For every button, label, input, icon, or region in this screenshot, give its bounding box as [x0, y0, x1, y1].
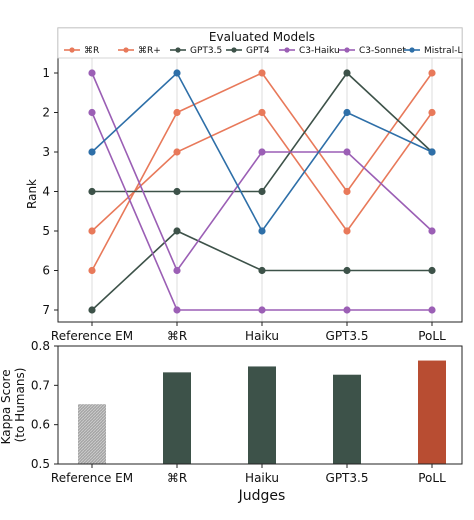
legend-box	[57, 27, 463, 59]
legend-swatch-marker	[231, 47, 237, 53]
rank-chart: 1 2 3 4 5 6 7 Reference EM ⌘R Haiku GPT3.5 PoLL Ra…	[25, 27, 463, 343]
series-point	[88, 187, 96, 196]
legend-entry-label: ⌘R	[84, 46, 99, 56]
rank-y-tick-label: 3	[42, 145, 50, 159]
series-point	[258, 306, 266, 314]
series-point	[343, 227, 351, 235]
rank-y-tick-label: 6	[42, 264, 50, 278]
legend-swatch-marker	[123, 47, 129, 53]
kappa-y-tick-label: 0.5	[31, 457, 50, 471]
kappa-x-tick-label: PoLL	[418, 471, 446, 485]
series-point	[88, 266, 96, 275]
rank-chart-x-ticks: Reference EM ⌘R Haiku GPT3.5 PoLL	[51, 322, 446, 343]
series-point	[88, 227, 96, 235]
series-point	[88, 148, 96, 156]
legend-title: Evaluated Models	[209, 30, 315, 44]
rank-chart-series-points	[88, 69, 436, 314]
kappa-chart-bars	[78, 360, 446, 464]
legend-swatch-marker	[284, 47, 290, 53]
legend-entry-label: C3-Haiku	[299, 46, 340, 56]
series-point	[88, 69, 96, 77]
kappa-bar	[78, 404, 106, 464]
rank-chart-y-axis-label: Rank	[25, 179, 39, 209]
series-point	[343, 108, 351, 117]
series-point	[343, 148, 351, 156]
series-point	[258, 266, 266, 275]
legend-entry-label: GPT4	[246, 46, 270, 56]
legend-swatch-marker	[344, 47, 350, 53]
series-point	[173, 266, 181, 275]
series-point	[173, 187, 181, 196]
series-point	[258, 227, 266, 235]
series-point	[173, 108, 181, 117]
kappa-chart-y-axis-label-line1: Kappa Score	[0, 369, 13, 444]
series-point	[258, 187, 266, 196]
kappa-y-tick-label: 0.8	[31, 339, 50, 353]
kappa-chart-frame	[57, 345, 463, 465]
kappa-chart: 0.5 0.6 0.7 0.8 Reference EM ⌘R Haiku GPT3.5 Po…	[0, 339, 463, 504]
rank-x-tick-label: Haiku	[245, 329, 279, 343]
rank-chart-y-ticks: 1 2 3 4 5 6 7	[42, 66, 58, 317]
legend: Evaluated Models ⌘R ⌘R+ GPT3.5 GPT4 C3-Haiku…	[57, 27, 463, 59]
kappa-y-tick-label: 0.7	[31, 378, 50, 392]
series-point	[428, 69, 436, 77]
series-point	[343, 306, 351, 314]
series-point	[88, 306, 96, 314]
kappa-x-tick-label: GPT3.5	[326, 471, 369, 485]
kappa-bar	[163, 372, 191, 464]
series-point	[428, 227, 436, 235]
series-point	[428, 148, 436, 156]
series-point	[428, 108, 436, 117]
rank-x-tick-label: Reference EM	[51, 329, 133, 343]
series-point	[258, 148, 266, 156]
legend-entry-label: C3-Sonnet	[359, 46, 406, 56]
series-point	[173, 306, 181, 314]
rank-x-tick-label: GPT3.5	[326, 329, 369, 343]
rank-y-tick-label: 7	[42, 303, 50, 317]
kappa-x-tick-label: ⌘R	[167, 471, 187, 485]
rank-y-tick-label: 2	[42, 106, 50, 120]
legend-entry-label: ⌘R+	[138, 46, 161, 56]
legend-entry-label: Mistral-L	[424, 46, 462, 56]
legend-swatch-marker	[409, 47, 415, 53]
series-point	[88, 108, 96, 117]
kappa-y-tick-label: 0.6	[31, 418, 50, 432]
kappa-bar	[333, 374, 361, 464]
series-point	[258, 108, 266, 117]
series-point	[428, 266, 436, 275]
legend-items: ⌘R ⌘R+ GPT3.5 GPT4 C3-Haiku C3-Sonnet Mistral-…	[64, 46, 462, 56]
rank-x-tick-label: ⌘R	[167, 329, 187, 343]
rank-y-tick-label: 1	[42, 66, 50, 80]
kappa-chart-x-axis-label: Judges	[238, 488, 286, 504]
rank-y-tick-label: 5	[42, 224, 50, 238]
kappa-chart-y-axis-label-line2: (to Humans)	[13, 368, 27, 443]
legend-swatch-marker	[175, 47, 181, 53]
kappa-bar	[248, 366, 276, 464]
series-point	[258, 69, 266, 77]
series-point	[173, 69, 181, 77]
kappa-chart-y-ticks: 0.5 0.6 0.7 0.8	[31, 339, 58, 471]
legend-entry-label: GPT3.5	[190, 46, 222, 56]
series-point	[428, 306, 436, 314]
rank-y-tick-label: 4	[42, 185, 50, 199]
series-point	[343, 266, 351, 275]
series-point	[173, 227, 181, 235]
kappa-bar	[418, 360, 446, 464]
kappa-chart-y-axis-label: Kappa Score (to Humans)	[0, 366, 27, 445]
kappa-x-tick-label: Haiku	[245, 471, 279, 485]
series-point	[343, 187, 351, 196]
rank-x-tick-label: PoLL	[418, 329, 446, 343]
legend-swatch-marker	[69, 47, 75, 53]
kappa-x-tick-label: Reference EM	[51, 471, 133, 485]
series-point	[343, 69, 351, 77]
series-point	[173, 148, 181, 156]
kappa-chart-x-ticks: Reference EM ⌘R Haiku GPT3.5 PoLL	[51, 464, 446, 485]
